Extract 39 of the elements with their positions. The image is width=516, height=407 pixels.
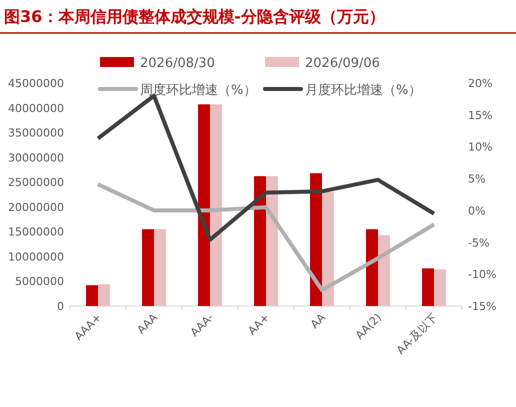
bar [422, 268, 434, 306]
bar [434, 269, 446, 306]
y-tick-label: 30000000 [8, 151, 64, 164]
legend-label: 周度环比增速（%） [140, 82, 256, 98]
y-tick-label: 10000000 [8, 250, 64, 264]
legend-label: 2026/08/30 [140, 56, 215, 71]
y2-tick-label: 5% [468, 172, 486, 186]
y2-tick-label: -5% [468, 236, 490, 250]
chart-title: 图36：本周信用债整体成交规模-分隐含评级（万元） [4, 7, 385, 26]
bar [322, 192, 334, 306]
y-tick-label: 40000000 [8, 102, 64, 115]
x-tick-label: AA-及以下 [394, 310, 440, 357]
y2-tick-label: 10% [468, 140, 492, 154]
y2-tick-label: 15% [468, 108, 492, 122]
y-tick-label: 15000000 [8, 226, 64, 239]
y-tick-label: 0 [57, 300, 64, 313]
y2-tick-label: -10% [468, 268, 496, 282]
y2-tick-label: -15% [468, 300, 496, 313]
bar [86, 285, 98, 306]
y-tick-label: 45000000 [8, 77, 64, 90]
legend-label: 月度环比增速（%） [305, 82, 422, 98]
bar [98, 284, 110, 306]
bar [378, 235, 390, 306]
x-tick-label: AA [308, 310, 328, 331]
bar [210, 104, 222, 306]
legend-label: 2026/09/06 [305, 56, 380, 71]
bar [198, 104, 210, 306]
y2-tick-label: 20% [468, 77, 492, 90]
y-tick-label: 35000000 [8, 126, 64, 140]
bar [366, 229, 378, 306]
y-tick-label: 25000000 [8, 176, 64, 190]
line-series [96, 182, 436, 292]
y-tick-label: 20000000 [8, 200, 64, 214]
bar [254, 176, 266, 306]
y2-tick-label: 0% [468, 204, 486, 218]
bar [142, 229, 154, 306]
bar [154, 229, 166, 306]
bar [310, 173, 322, 306]
y-tick-label: 5000000 [15, 275, 64, 288]
